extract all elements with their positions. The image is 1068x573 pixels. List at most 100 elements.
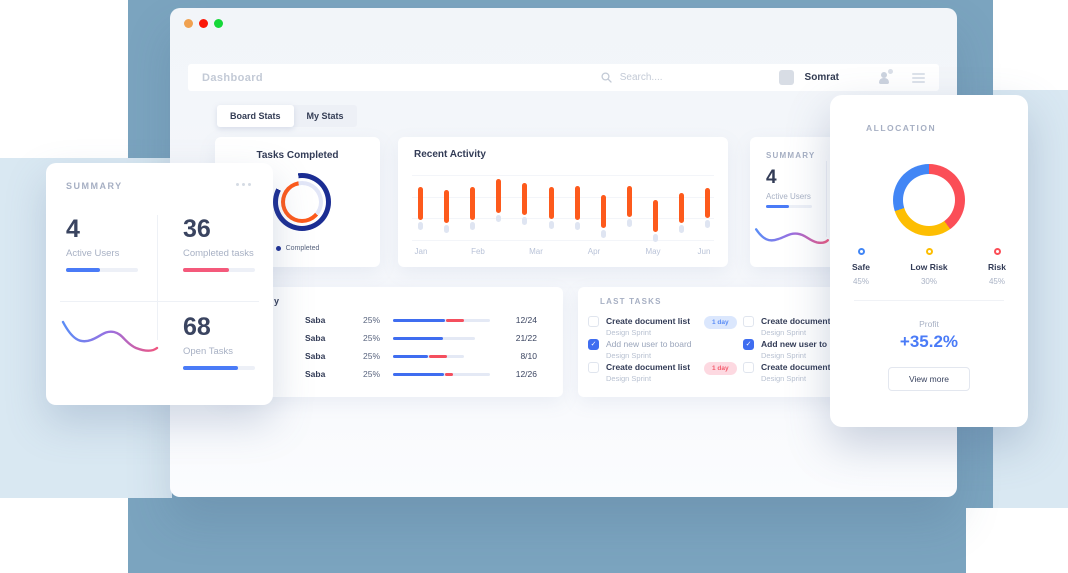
x-tick-may: May [645, 247, 661, 256]
activity-bar [600, 195, 606, 229]
view-more-button[interactable]: View more [888, 367, 970, 391]
team-activity-card: y Saba 25% 12/24 Saba 25% 21/22 Saba 25%… [215, 287, 563, 397]
allocation-title: ALLOCATION [866, 123, 937, 133]
header-bar: Dashboard Search.... Somrat [188, 64, 939, 91]
task-checkbox[interactable]: ✓ [743, 339, 754, 350]
legend-safe: Safe 45% [838, 248, 884, 286]
avatar[interactable] [778, 70, 794, 85]
fullscreen-traffic-dot[interactable] [214, 19, 223, 28]
task-item: Create document list Design Sprint [588, 362, 690, 383]
activity-bar-tail [705, 219, 711, 228]
menu-icon[interactable] [912, 72, 925, 83]
completed-legend-label: Completed [285, 245, 320, 252]
table-row: Saba 25% 12/26 [215, 365, 563, 383]
legend-label: Safe [852, 262, 870, 272]
recent-activity-card: Recent Activity Jan Feb Mar Apr May Jun [398, 137, 728, 267]
team-table: Saba 25% 12/24 Saba 25% 21/22 Saba 25% 8… [215, 311, 563, 383]
divider [157, 215, 158, 340]
task-checkbox[interactable] [743, 316, 754, 327]
tasks-completed-title: Tasks Completed [256, 150, 339, 161]
window-controls [184, 19, 223, 28]
allocation-card: ALLOCATION Safe 45% Low Risk 30% Risk 45… [830, 95, 1028, 427]
tab-my-stats[interactable]: My Stats [306, 111, 344, 121]
legend-value: 45% [988, 277, 1005, 286]
search-input[interactable]: Search.... [601, 72, 663, 83]
allocation-donut-chart [893, 164, 965, 236]
stat-open-tasks: 68 Open Tasks [183, 313, 255, 370]
activity-bar-tail [444, 225, 450, 233]
task-checkbox[interactable] [588, 316, 599, 327]
table-row: Saba 25% 8/10 [215, 347, 563, 365]
task-title: Add new user to board [606, 339, 692, 349]
member-name: Saba [305, 315, 326, 325]
legend-label: Low Risk [910, 262, 948, 272]
stat-active-users: 4 Active Users [66, 215, 138, 272]
member-progress [393, 318, 490, 322]
activity-bar-tail [470, 221, 476, 230]
minimize-traffic-dot[interactable] [184, 19, 193, 28]
legend-low-risk: Low Risk 30% [906, 248, 952, 286]
stat-label: Open Tasks [183, 346, 233, 357]
more-options-icon[interactable] [236, 183, 251, 186]
divider [826, 161, 827, 237]
active-users-value: 4 [766, 167, 777, 188]
activity-bar-tail [679, 225, 684, 233]
task-checkbox[interactable] [588, 362, 599, 373]
task-item: Create document list Design Sprint [588, 316, 690, 337]
stats-tabs: Board Stats My Stats [217, 105, 357, 127]
active-users-progress [766, 205, 812, 208]
gridline [412, 175, 714, 176]
task-checkbox[interactable] [743, 362, 754, 373]
safe-legend-dot-icon [857, 248, 865, 255]
task-title: Create document list [606, 362, 691, 372]
summary-left-title: SUMMARY [66, 181, 123, 191]
activity-bar [496, 178, 502, 213]
search-placeholder: Search.... [619, 72, 663, 83]
due-badge: 1 day [704, 362, 737, 375]
task-item: Create document list Design Sprint [743, 362, 845, 383]
activity-bar-tail [548, 221, 554, 229]
task-title: Create document list [761, 316, 846, 326]
stat-value: 36 [183, 215, 211, 243]
activity-bar-tail [600, 230, 606, 239]
member-date: 21/22 [515, 333, 537, 343]
activity-bar [652, 199, 658, 233]
allocation-legend: Safe 45% Low Risk 30% Risk 45% [830, 248, 1028, 286]
stat-value: 4 [66, 215, 80, 243]
divider [60, 301, 259, 302]
task-subtitle: Design Sprint [606, 374, 652, 383]
activity-bar-tail [652, 234, 658, 242]
stat-label: Completed tasks [183, 248, 254, 259]
task-checkbox[interactable]: ✓ [588, 339, 599, 350]
profit-label: Profit [919, 319, 939, 329]
recent-activity-title: Recent Activity [414, 149, 486, 160]
close-traffic-dot[interactable] [199, 19, 208, 28]
legend-label: Risk [988, 262, 1006, 272]
due-badge: 1 day [704, 316, 737, 329]
risk-legend-dot-icon [993, 248, 1001, 255]
account-icon[interactable] [878, 69, 893, 84]
task-title: Create document list [761, 362, 846, 372]
task-item: ✓ Add new user to board Design Sprint [588, 339, 692, 360]
profit-value: +35.2% [899, 332, 959, 351]
gridline [412, 218, 714, 219]
activity-bar-tail [522, 217, 528, 226]
activity-bar [444, 189, 450, 223]
summary-card-left: SUMMARY 4 Active Users 36 Completed task… [46, 163, 273, 405]
member-progress [393, 354, 464, 358]
task-subtitle: Design Sprint [761, 351, 807, 360]
stat-label: Active Users [66, 248, 120, 259]
activity-bar [679, 193, 684, 224]
trend-line-chart [61, 320, 159, 352]
x-tick-feb: Feb [471, 247, 485, 256]
low-risk-legend-dot-icon [925, 248, 933, 255]
stat-completed-tasks: 36 Completed tasks [183, 215, 255, 272]
tasks-completed-donut-inner [281, 181, 323, 223]
page-title: Dashboard [202, 71, 264, 84]
task-subtitle: Design Sprint [761, 374, 807, 383]
table-row: Saba 25% 12/24 [215, 311, 563, 329]
member-date: 12/26 [515, 369, 537, 379]
task-subtitle: Design Sprint [761, 328, 807, 337]
tab-board-stats[interactable]: Board Stats [217, 105, 294, 127]
task-item: Create document list Design Sprint [743, 316, 845, 337]
